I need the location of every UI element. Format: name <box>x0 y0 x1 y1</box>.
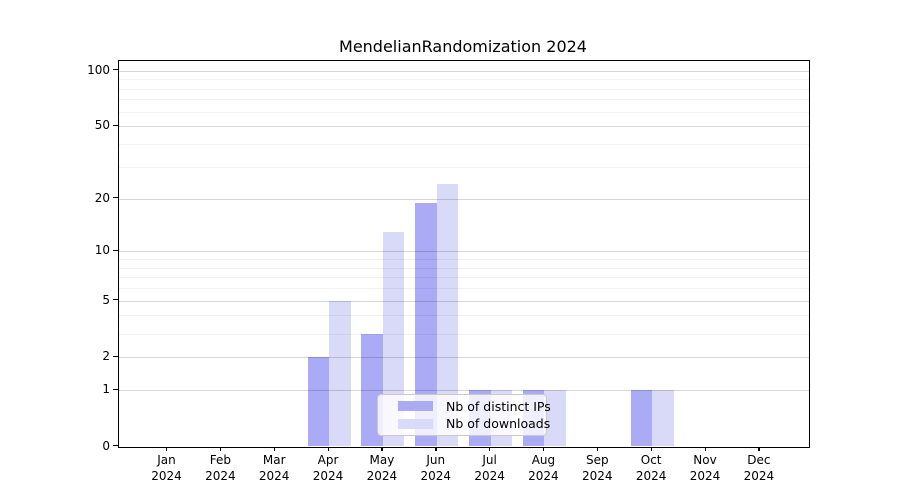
y-tick-label-10: 10 <box>94 243 110 258</box>
x-tick-mark-jan <box>166 446 168 452</box>
bar-nb-of-distinct-ips-apr <box>307 357 330 447</box>
y-tick-mark-50 <box>113 124 118 127</box>
x-tick-label-jul: Jul 2024 <box>474 453 505 483</box>
y-tick-mark-1 <box>113 388 118 390</box>
y-tick-label-2: 2 <box>102 349 110 364</box>
x-tick-label-jun: Jun 2024 <box>420 453 452 483</box>
x-tick-mark-jun <box>435 446 437 452</box>
gridline-minor-70 <box>119 99 809 101</box>
gridline-major-2 <box>119 357 809 359</box>
bar-nb-of-distinct-ips-oct <box>630 390 653 447</box>
x-tick-mark-may <box>381 446 383 452</box>
legend-label-distinct-ips: Nb of distinct IPs <box>446 398 551 414</box>
x-tick-mark-feb <box>219 446 222 452</box>
legend: Nb of distinct IPs Nb of downloads <box>377 394 551 436</box>
legend-label-downloads: Nb of downloads <box>446 416 551 432</box>
gridline-major-1 <box>119 390 809 392</box>
x-tick-mark-jul <box>489 446 491 452</box>
bar-nb-of-downloads-aug <box>544 390 566 447</box>
x-tick-label-may: May 2024 <box>366 453 398 483</box>
y-tick-label-100: 100 <box>87 62 110 77</box>
x-tick-mark-dec <box>758 446 760 452</box>
y-tick-mark-0 <box>113 445 118 447</box>
x-tick-label-dec: Dec 2024 <box>743 453 775 483</box>
bar-nb-of-distinct-ips-jun <box>415 202 437 447</box>
x-tick-label-feb: Feb 2024 <box>205 453 236 483</box>
gridline-minor-3 <box>119 333 809 335</box>
x-tick-mark-mar <box>273 446 275 452</box>
y-tick-label-1: 1 <box>102 382 110 397</box>
x-tick-label-nov: Nov 2024 <box>689 453 721 483</box>
x-tick-label-oct: Oct 2024 <box>635 453 667 483</box>
gridline-major-10 <box>119 251 809 253</box>
gridline-major-20 <box>119 198 809 200</box>
y-tick-mark-100 <box>113 69 118 71</box>
gridline-minor-80 <box>119 88 809 90</box>
y-tick-label-0: 0 <box>102 438 110 453</box>
x-tick-mark-oct <box>650 446 652 452</box>
gridline-major-50 <box>119 126 809 128</box>
x-tick-mark-aug <box>542 446 545 452</box>
bar-nb-of-downloads-may <box>382 231 405 447</box>
y-tick-mark-2 <box>113 355 118 357</box>
legend-swatch-downloads <box>398 419 433 429</box>
y-tick-label-5: 5 <box>102 292 110 307</box>
legend-entry-distinct-ips: Nb of distinct IPs <box>398 400 551 413</box>
gridline-minor-90 <box>119 79 809 81</box>
y-tick-mark-10 <box>113 249 118 252</box>
bar-nb-of-downloads-jun <box>436 184 459 447</box>
x-tick-label-aug: Aug 2024 <box>528 453 559 483</box>
gridline-minor-60 <box>119 111 809 113</box>
y-tick-mark-5 <box>113 299 118 301</box>
y-tick-label-20: 20 <box>94 190 110 205</box>
y-tick-label-50: 50 <box>94 118 110 133</box>
gridline-minor-40 <box>119 144 809 146</box>
gridline-major-100 <box>119 70 809 72</box>
gridline-minor-30 <box>119 166 809 168</box>
bar-nb-of-downloads-apr <box>329 300 351 447</box>
x-tick-mark-nov <box>704 446 706 452</box>
gridline-minor-4 <box>119 315 809 317</box>
gridline-minor-8 <box>119 267 809 269</box>
legend-entry-downloads: Nb of downloads <box>398 417 550 430</box>
y-tick-mark-20 <box>113 197 118 199</box>
gridline-major-5 <box>119 300 809 302</box>
x-tick-label-jan: Jan 2024 <box>151 453 182 483</box>
x-tick-label-apr: Apr 2024 <box>312 453 344 483</box>
gridline-minor-9 <box>119 259 809 260</box>
x-tick-label-sep: Sep 2024 <box>582 453 613 483</box>
x-tick-label-mar: Mar 2024 <box>258 453 290 483</box>
chart-title: MendelianRandomization 2024 <box>339 37 587 56</box>
x-tick-mark-apr <box>327 446 329 452</box>
plot-area <box>118 60 810 448</box>
gridline-minor-7 <box>119 277 809 279</box>
gridline-minor-6 <box>119 288 809 290</box>
bar-nb-of-downloads-oct <box>652 390 674 447</box>
x-tick-mark-sep <box>596 446 599 452</box>
legend-swatch-distinct-ips <box>398 401 433 411</box>
